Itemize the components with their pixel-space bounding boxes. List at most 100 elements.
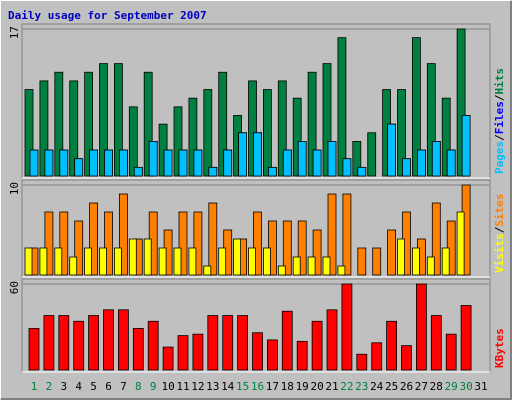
bar <box>24 247 33 276</box>
bar <box>356 353 368 371</box>
bar <box>415 283 427 371</box>
bar <box>28 328 40 371</box>
bar <box>402 158 411 177</box>
x-tick-label: 14 <box>221 380 235 393</box>
bar <box>430 315 442 371</box>
x-tick-label: 15 <box>236 380 249 393</box>
x-tick-label: 18 <box>281 380 294 393</box>
bar <box>84 71 93 177</box>
bar <box>119 149 128 177</box>
bar <box>84 247 92 276</box>
bar <box>267 166 277 177</box>
bar <box>337 265 346 276</box>
x-tick-label: 31 <box>474 380 487 393</box>
bar <box>218 247 227 276</box>
bar <box>262 247 271 276</box>
bar <box>88 315 99 371</box>
x-tick-label: 9 <box>150 380 157 393</box>
bar <box>327 141 337 177</box>
legend-entry: Hits <box>493 68 506 95</box>
bar <box>312 229 322 276</box>
bar <box>282 220 292 276</box>
bar <box>143 238 152 276</box>
bar <box>132 328 144 371</box>
bar <box>326 309 338 371</box>
bar <box>357 166 367 177</box>
bar <box>312 149 322 177</box>
bar <box>397 89 406 177</box>
bar <box>148 141 158 177</box>
bar <box>441 97 451 177</box>
x-tick-label: 26 <box>400 380 413 393</box>
bar <box>357 247 367 276</box>
bar <box>341 283 353 371</box>
bar <box>277 265 286 276</box>
bar <box>292 97 302 177</box>
legend: Pages/Files/Hits <box>493 68 506 174</box>
x-tick-label: 29 <box>445 380 458 393</box>
bar <box>387 123 397 177</box>
x-tick-label: 21 <box>325 380 338 393</box>
bar <box>24 89 34 177</box>
bar <box>114 63 123 177</box>
x-tick-label: 30 <box>459 380 472 393</box>
bar <box>426 256 435 276</box>
legend-entry: KBytes <box>493 328 506 368</box>
bar <box>233 238 242 276</box>
bar <box>119 193 128 276</box>
bar <box>222 315 234 371</box>
bar <box>188 97 198 177</box>
bar <box>441 247 450 276</box>
bar <box>133 166 143 177</box>
bar <box>416 149 426 177</box>
bar <box>128 238 137 276</box>
bar <box>203 265 212 276</box>
bar <box>44 149 54 177</box>
bar <box>89 149 98 177</box>
bar <box>43 315 55 371</box>
x-tick-label: 5 <box>90 380 97 393</box>
x-tick-label: 10 <box>161 380 174 393</box>
bar <box>322 256 331 276</box>
bar <box>143 71 153 177</box>
bar <box>337 37 347 177</box>
bar <box>39 80 49 177</box>
x-tick-label: 3 <box>60 380 67 393</box>
bar <box>74 158 84 177</box>
bar <box>173 247 182 276</box>
bar <box>58 315 70 371</box>
bar <box>208 166 218 177</box>
bar <box>218 71 228 177</box>
legend-entry: Files <box>493 101 506 134</box>
bar <box>431 141 441 177</box>
legend-separator: / <box>493 226 506 233</box>
bar <box>297 141 307 177</box>
bar <box>307 71 317 177</box>
bar <box>73 320 85 371</box>
bar <box>397 238 405 276</box>
bar <box>277 80 287 177</box>
bar <box>307 256 316 276</box>
bar <box>103 309 114 371</box>
x-tick-label: 28 <box>430 380 443 393</box>
bar <box>248 247 256 276</box>
x-tick-label: 7 <box>120 380 127 393</box>
x-tick-label: 17 <box>266 380 279 393</box>
bar <box>386 320 398 371</box>
bar <box>253 132 262 177</box>
bar <box>387 229 397 276</box>
bar <box>311 320 323 371</box>
bar <box>460 305 472 371</box>
bar <box>39 247 48 276</box>
bar <box>59 149 69 177</box>
x-tick-label: 24 <box>370 380 384 393</box>
bar <box>456 28 466 177</box>
bar <box>208 202 218 276</box>
bar <box>178 149 188 177</box>
bar <box>158 247 167 276</box>
x-tick-label: 20 <box>310 380 323 393</box>
bar <box>192 333 204 371</box>
bar <box>322 63 332 177</box>
